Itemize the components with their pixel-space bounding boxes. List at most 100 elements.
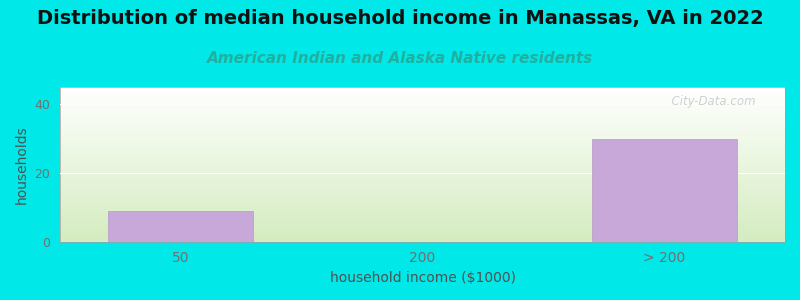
- Bar: [60, 169, 785, 170]
- Bar: [60, 236, 785, 237]
- Bar: [60, 127, 785, 129]
- Bar: [60, 99, 785, 101]
- Bar: [60, 132, 785, 134]
- Bar: [60, 109, 785, 110]
- Bar: [60, 118, 785, 119]
- Bar: [60, 202, 785, 203]
- Bar: [60, 208, 785, 209]
- Bar: [60, 217, 785, 218]
- Y-axis label: households: households: [15, 125, 29, 204]
- Bar: [60, 115, 785, 116]
- Bar: [60, 240, 785, 242]
- Bar: [60, 135, 785, 136]
- Bar: [60, 178, 785, 180]
- Bar: [60, 194, 785, 195]
- Bar: [60, 231, 785, 232]
- Bar: [60, 170, 785, 172]
- Bar: [60, 215, 785, 217]
- Bar: [60, 174, 785, 175]
- Bar: [60, 90, 785, 92]
- Bar: [60, 107, 785, 109]
- Bar: [60, 138, 785, 140]
- Bar: [60, 195, 785, 197]
- Text: Distribution of median household income in Manassas, VA in 2022: Distribution of median household income …: [37, 9, 763, 28]
- Bar: [60, 177, 785, 178]
- Bar: [60, 95, 785, 96]
- Bar: [60, 167, 785, 169]
- Bar: [60, 116, 785, 118]
- Bar: [60, 92, 785, 93]
- Bar: [60, 186, 785, 188]
- Bar: [60, 192, 785, 194]
- Bar: [60, 119, 785, 121]
- Bar: [60, 149, 785, 150]
- Bar: [60, 223, 785, 225]
- Bar: [60, 129, 785, 130]
- Bar: [60, 123, 785, 124]
- Bar: [60, 158, 785, 160]
- Bar: [60, 209, 785, 211]
- Bar: [60, 214, 785, 215]
- Bar: [60, 188, 785, 189]
- Bar: [60, 161, 785, 163]
- Bar: [60, 198, 785, 200]
- Bar: [60, 182, 785, 183]
- X-axis label: household income ($1000): household income ($1000): [330, 271, 515, 285]
- Bar: [60, 225, 785, 226]
- Bar: [60, 101, 785, 103]
- Bar: [60, 212, 785, 214]
- Bar: [60, 232, 785, 234]
- Bar: [60, 191, 785, 192]
- Bar: [60, 228, 785, 229]
- Bar: [60, 197, 785, 198]
- Bar: [60, 143, 785, 144]
- Bar: [60, 150, 785, 152]
- Bar: [60, 130, 785, 132]
- Bar: [60, 98, 785, 99]
- Bar: [60, 238, 785, 240]
- Bar: [60, 110, 785, 112]
- Bar: [60, 237, 785, 238]
- Bar: [60, 180, 785, 182]
- Bar: [60, 126, 785, 127]
- Bar: [60, 160, 785, 161]
- Bar: [60, 172, 785, 174]
- Bar: [60, 200, 785, 202]
- Bar: [60, 183, 785, 184]
- Bar: [60, 147, 785, 149]
- Bar: [60, 124, 785, 126]
- Bar: [60, 96, 785, 98]
- Bar: [60, 112, 785, 113]
- Bar: [60, 164, 785, 166]
- Bar: [592, 139, 737, 242]
- Bar: [60, 189, 785, 191]
- Bar: [60, 113, 785, 115]
- Bar: [109, 211, 254, 242]
- Bar: [60, 203, 785, 205]
- Bar: [60, 166, 785, 167]
- Bar: [60, 93, 785, 95]
- Text: American Indian and Alaska Native residents: American Indian and Alaska Native reside…: [207, 51, 593, 66]
- Bar: [60, 140, 785, 141]
- Bar: [60, 141, 785, 143]
- Bar: [60, 175, 785, 177]
- Bar: [60, 87, 785, 88]
- Bar: [60, 136, 785, 138]
- Bar: [60, 157, 785, 158]
- Text: City-Data.com: City-Data.com: [664, 95, 756, 108]
- Bar: [60, 229, 785, 231]
- Bar: [60, 146, 785, 147]
- Bar: [60, 121, 785, 123]
- Bar: [60, 106, 785, 107]
- Bar: [60, 234, 785, 236]
- Bar: [60, 134, 785, 135]
- Bar: [60, 222, 785, 223]
- Bar: [60, 88, 785, 90]
- Bar: [60, 103, 785, 104]
- Bar: [60, 144, 785, 146]
- Bar: [60, 226, 785, 228]
- Bar: [60, 154, 785, 155]
- Bar: [60, 163, 785, 164]
- Bar: [60, 211, 785, 212]
- Bar: [60, 184, 785, 186]
